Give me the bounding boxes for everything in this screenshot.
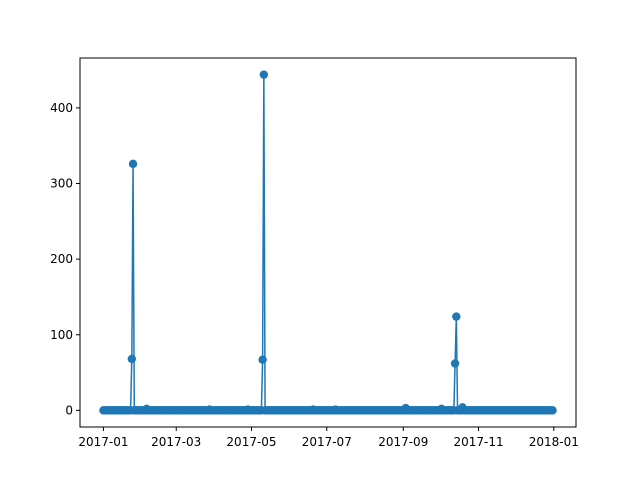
x-tick-label: 2017-09 — [378, 435, 428, 449]
series-layer — [99, 70, 557, 415]
y-tick-label: 0 — [65, 403, 73, 417]
data-point — [258, 355, 267, 364]
data-point — [548, 406, 557, 415]
axes-frame — [79, 57, 577, 428]
data-point — [450, 359, 460, 368]
y-tick-label: 200 — [50, 252, 73, 266]
x-tick-label: 2017-01 — [78, 435, 128, 449]
x-tick-label: 2017-03 — [151, 435, 201, 449]
series-line — [103, 73, 553, 412]
data-point — [452, 312, 461, 321]
x-tick-label: 2017-05 — [226, 435, 276, 449]
x-tick-label: 2017-07 — [302, 435, 352, 449]
data-point — [259, 70, 269, 79]
data-point — [127, 354, 137, 364]
x-axis: 2017-01 2017-03 2017-05 2017-07 2017-09 2017-… — [78, 427, 579, 449]
y-tick-label: 300 — [50, 177, 73, 191]
y-tick-label: 400 — [50, 101, 73, 115]
y-axis: 0 100 200 300 400 — [50, 101, 80, 417]
x-tick-label: 2018-01 — [529, 435, 579, 449]
y-tick-label: 100 — [50, 328, 73, 342]
data-point — [128, 159, 138, 169]
x-tick-label: 2017-11 — [453, 435, 503, 449]
